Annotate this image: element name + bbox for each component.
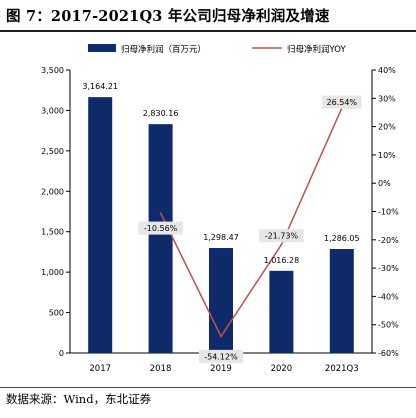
y-right-tick-label: -10% (378, 208, 399, 217)
y-left-tick-label: 2,500 (41, 147, 64, 156)
y-left-tick-label: 3,000 (41, 106, 64, 115)
yoy-point (280, 243, 283, 246)
bottom-rule (0, 387, 416, 388)
yoy-value-label: -21.73% (259, 229, 304, 243)
yoy-label-box (259, 229, 304, 243)
bar (148, 124, 173, 353)
yoy-label-text: -10.56% (144, 224, 178, 233)
x-tick-label: 2021Q3 (325, 364, 359, 374)
y-right-tick-label: 0% (378, 179, 391, 188)
yoy-line (159, 107, 343, 338)
yoy-label-box (322, 95, 362, 109)
bar-value-label: 1,286.05 (324, 234, 360, 243)
legend-line-label: 归母净利润YOY (287, 44, 346, 55)
x-tick-label: 2018 (150, 364, 172, 374)
yoy-point (220, 335, 222, 338)
bar-value-label: 3,164.21 (82, 82, 118, 91)
legend-bar-label: 归母净利润（百万元） (121, 44, 206, 55)
yoy-label-box (198, 349, 244, 363)
bars (88, 97, 354, 353)
y-right-tick-label: 10% (378, 151, 396, 160)
bar (269, 270, 294, 353)
bar (88, 97, 113, 353)
y-left-tick-label: 1,500 (41, 228, 64, 237)
y-left-tick-label: 0 (59, 349, 64, 358)
yoy-label-text: 26.54% (327, 98, 358, 107)
bar-value-label: 1,016.28 (264, 256, 300, 265)
y-right-tick-label: 40% (378, 66, 396, 75)
yoy-value-label: -54.12% (198, 349, 244, 363)
figure-title: 图 7：2017-2021Q3 年公司归母净利润及增速 (6, 8, 330, 25)
bar-value-label: 2,830.16 (143, 109, 179, 118)
y-left-tick-label: 500 (49, 309, 64, 318)
yoy-line-path (159, 107, 343, 338)
x-tick-label: 2019 (210, 364, 232, 374)
y-right-tick-label: -40% (378, 292, 399, 301)
data-labels: 3,164.21 2,830.16 1,298.47 1,016.28 1,286.05… (82, 82, 362, 363)
y-right-tick-label: -60% (378, 349, 399, 358)
yoy-point (159, 212, 162, 214)
yoy-value-label: 26.54% (322, 95, 362, 109)
yoy-label-box (138, 221, 183, 235)
yoy-value-label: -10.56% (138, 221, 183, 235)
y-right-tick-label: -50% (378, 321, 399, 330)
axes: 0 500 1,000 1,500 2,000 2,500 3,000 3,500 -60% -5… (41, 66, 399, 374)
x-tick-label: 2020 (271, 364, 293, 374)
bar (329, 249, 354, 353)
y-right-tick-label: -30% (378, 264, 399, 273)
legend: 归母净利润（百万元） 归母净利润YOY (88, 44, 346, 55)
x-tick-label: 2017 (89, 364, 111, 374)
y-right-tick-label: 30% (378, 94, 396, 103)
yoy-label-text: -54.12% (204, 352, 238, 361)
y-right-tick-label: -20% (378, 236, 399, 245)
y-left-tick-label: 3,500 (41, 66, 64, 75)
source-note: 数据来源：Wind，东北证券 (6, 392, 152, 406)
title-rule (0, 30, 416, 32)
y-left-tick-label: 2,000 (41, 187, 64, 196)
yoy-label-text: -21.73% (265, 232, 299, 241)
y-right-tick-label: 20% (378, 123, 396, 132)
bar-value-label: 1,298.47 (203, 233, 239, 242)
y-left-tick-label: 1,000 (41, 268, 64, 277)
legend-bar-swatch (88, 44, 116, 52)
